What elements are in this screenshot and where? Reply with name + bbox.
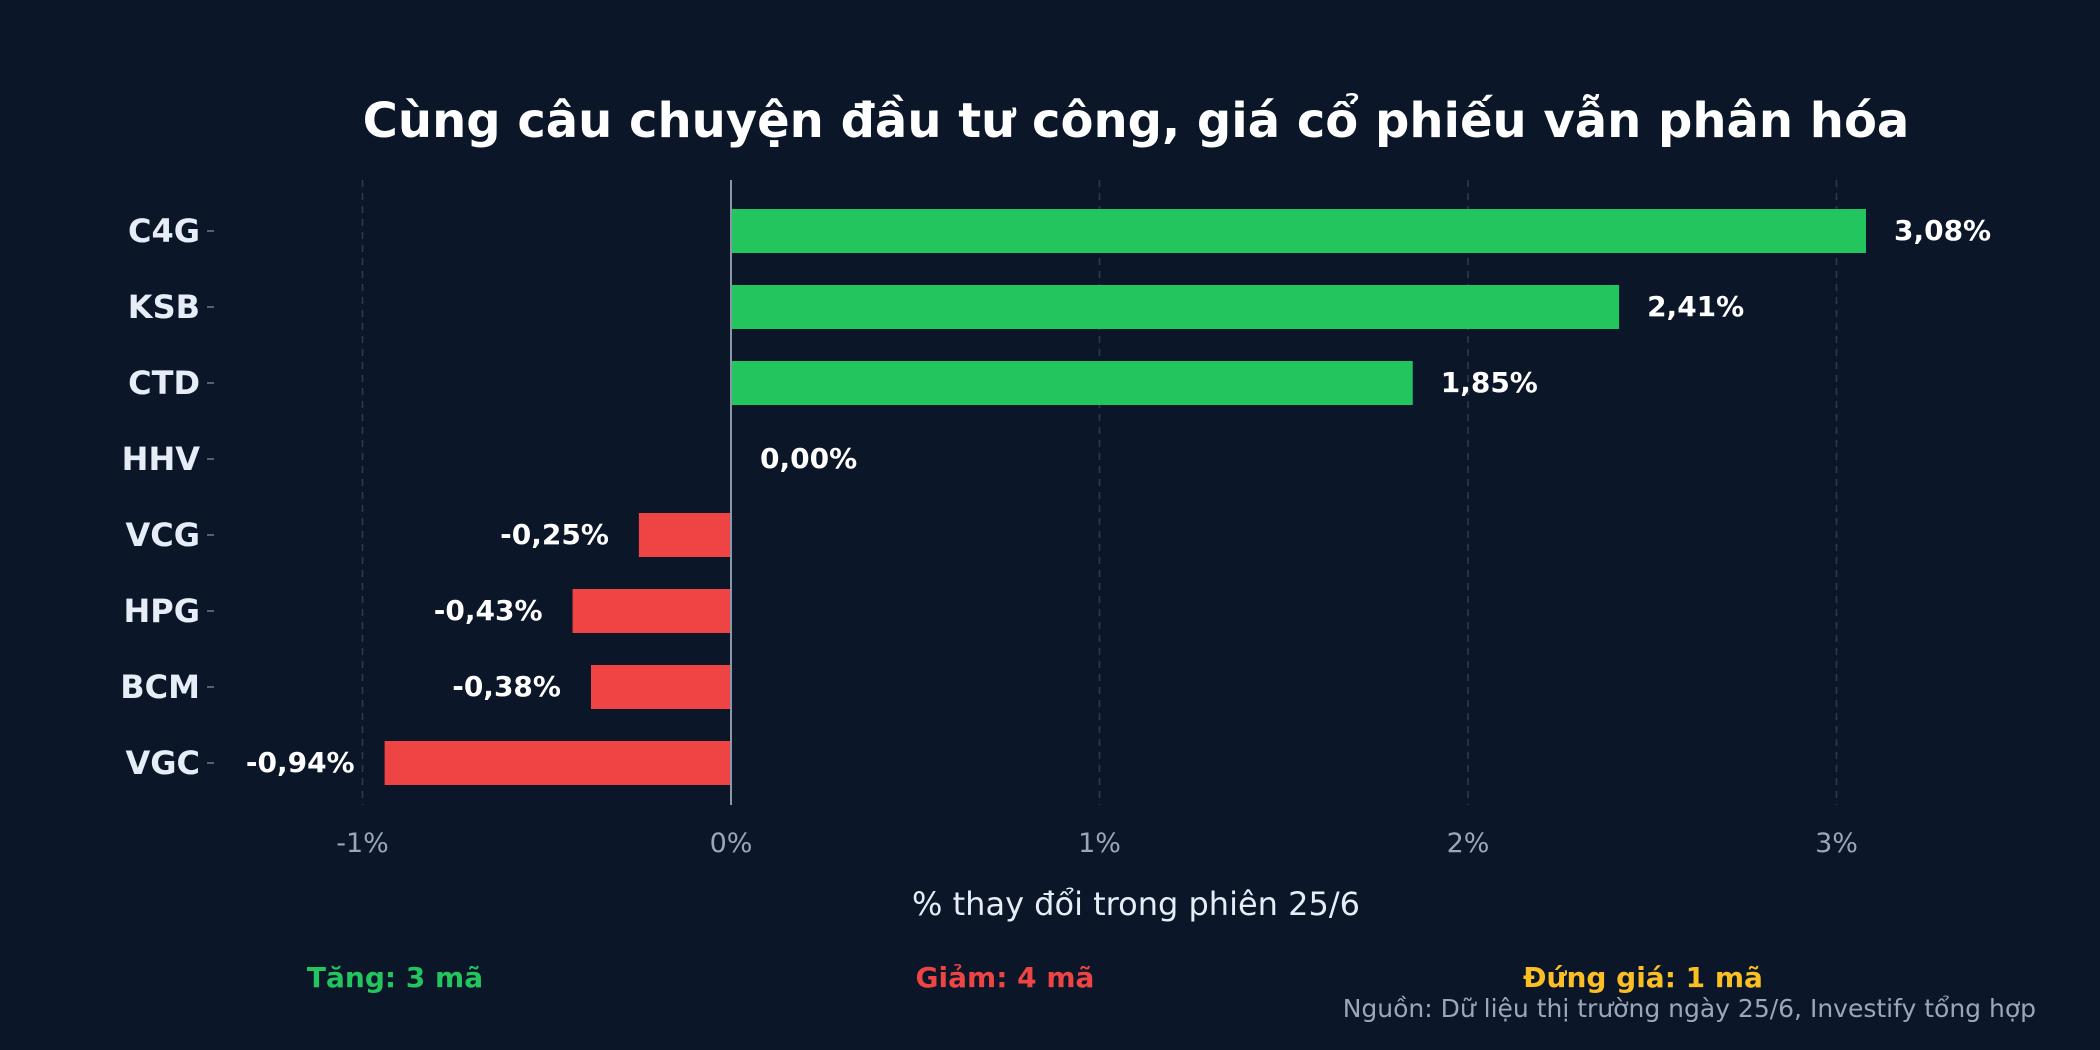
category-label: HHV — [122, 440, 201, 478]
x-tick-label: 1% — [1078, 828, 1121, 859]
bars — [384, 180, 1866, 805]
x-tick-label: 2% — [1447, 828, 1490, 859]
value-label: 2,41% — [1647, 290, 1744, 323]
source-note: Nguồn: Dữ liệu thị trường ngày 25/6, Inv… — [1343, 994, 2036, 1023]
summary-down: Giảm: 4 mã — [916, 961, 1095, 994]
bar — [384, 741, 731, 785]
category-label: HPG — [124, 592, 201, 630]
value-label: -0,94% — [246, 746, 355, 779]
bar — [731, 285, 1620, 329]
bar — [731, 361, 1413, 405]
chart-title: Cùng câu chuyện đầu tư công, giá cổ phiế… — [363, 93, 1910, 149]
x-axis-label: % thay đổi trong phiên 25/6 — [912, 885, 1360, 923]
bar — [731, 209, 1866, 253]
value-label: -0,43% — [434, 594, 543, 627]
category-label: BCM — [120, 668, 200, 706]
bar — [638, 513, 731, 557]
bar — [572, 589, 731, 633]
x-tick-label: -1% — [336, 828, 389, 859]
grid-lines — [207, 180, 1838, 805]
category-label: VGC — [125, 744, 200, 782]
category-label: C4G — [128, 212, 200, 250]
value-label: -0,25% — [500, 518, 609, 551]
summary-up: Tăng: 3 mã — [307, 961, 483, 994]
x-tick-label: 0% — [710, 828, 753, 859]
value-label: 1,85% — [1441, 366, 1538, 399]
x-tick-label: 3% — [1815, 828, 1858, 859]
summary-flat: Đứng giá: 1 mã — [1523, 961, 1763, 994]
value-label: -0,38% — [452, 670, 561, 703]
category-label: CTD — [128, 364, 200, 402]
bar — [590, 665, 731, 709]
category-label: KSB — [128, 288, 200, 326]
value-label: 0,00% — [760, 442, 857, 475]
category-label: VCG — [125, 516, 200, 554]
value-label: 3,08% — [1894, 214, 1991, 247]
labels: -1% 0% 1% 2% 3% C4G 3,08% KSB 2,41% CTD 1,85% HHV 0,… — [120, 212, 1991, 859]
